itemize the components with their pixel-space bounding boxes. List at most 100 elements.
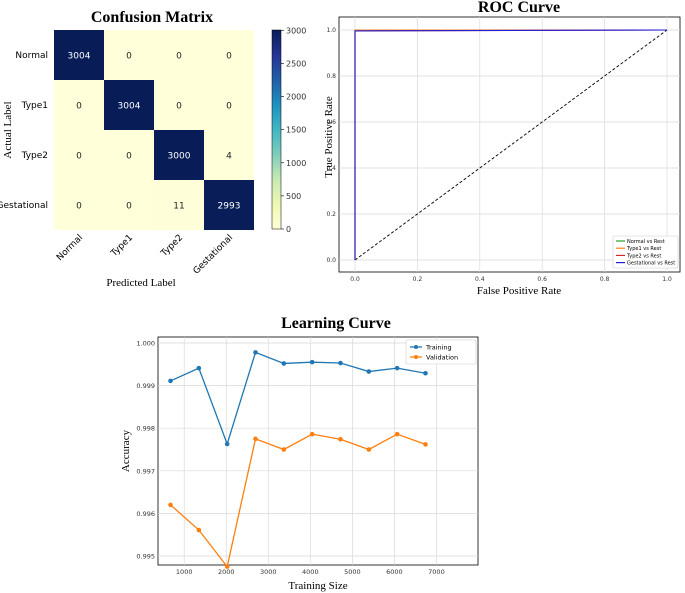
heatmap-cell [154, 80, 204, 130]
learning-series-point [309, 431, 315, 437]
learning-series-line [170, 433, 426, 569]
heatmap-cell-value: 0 [176, 102, 182, 112]
roc-title: ROC Curve [478, 0, 560, 16]
heatmap-cell [204, 180, 254, 230]
roc-x-tick-label: 0.8 [600, 276, 610, 283]
heatmap-cell [54, 180, 104, 230]
learning-legend-label: Training [425, 344, 452, 352]
roc-grid [339, 17, 680, 272]
learning-series-point [253, 436, 258, 442]
roc-x-tick-label: 0.2 [413, 276, 423, 283]
colorbar-tick-label: 0 [286, 225, 291, 234]
roc-xlabel: False Positive Rate [477, 285, 561, 297]
learning-series-line [170, 351, 426, 446]
heatmap-cells: 3004 0 0 0 0 3004 0 0 0 0 3000 4 0 0 11 2993 [54, 30, 254, 230]
roc-series-line [354, 29, 667, 260]
roc-series-line [354, 29, 668, 260]
learning-series-point [423, 442, 428, 447]
roc-y-tick-label: 0.0 [326, 257, 336, 264]
roc-x-tick-label: 0.0 [350, 276, 360, 283]
learning-x-tick-label: 7000 [428, 568, 445, 576]
learning-y-tick-label: 1.000 [136, 340, 155, 348]
learning-legend-box [405, 339, 477, 365]
heatmap-y-tick-label: Gestational [0, 201, 48, 211]
roc-ticks: 0.0 0.2 0.4 0.6 0.8 1.0 0.0 0.2 0.4 0.6 0.8 1.0 [326, 27, 671, 283]
learning-series-point [224, 564, 230, 569]
learning-ticks: 1000 2000 3000 4000 5000 6000 7000 0.995 0.996 0.… [136, 340, 444, 577]
roc-y-tick-label: 0.8 [326, 73, 336, 80]
heatmap-cell-value: 0 [76, 202, 82, 212]
heatmap-cell [204, 130, 254, 180]
heatmap-cell-value: 0 [126, 202, 132, 212]
roc-series-line [354, 29, 667, 260]
heatmap-cell-value: 0 [126, 52, 132, 62]
learning-series-point [394, 431, 400, 437]
heatmap-cell-value: 0 [126, 152, 132, 162]
learning-curve-title: Learning Curve [281, 315, 391, 332]
roc-legend-label: Gestational vs Rest [627, 261, 675, 267]
learning-y-tick-label: 0.997 [136, 467, 155, 475]
roc-plot-frame [338, 16, 681, 273]
learning-x-tick-label: 6000 [386, 568, 403, 576]
learning-series-point [366, 369, 372, 374]
learning-grid [158, 337, 478, 565]
learning-y-tick-label: 0.999 [136, 382, 155, 390]
learning-series-point [423, 370, 428, 376]
heatmap-cell-value: 3000 [168, 152, 191, 162]
roc-legend-label: Normal vs Rest [627, 239, 665, 245]
heatmap-cell [104, 130, 154, 180]
learning-series-point [281, 447, 287, 452]
heatmap-cell-value: 4 [226, 152, 232, 162]
learning-series-point [394, 365, 400, 371]
learning-series-point [253, 350, 258, 355]
learning-legend-label: Validation [426, 354, 458, 362]
learning-x-tick-label: 1000 [176, 568, 193, 576]
colorbar-tick-label: 500 [286, 192, 301, 201]
heatmap-cell-value: 11 [173, 202, 184, 212]
learning-y-tick-label: 0.996 [136, 510, 155, 518]
heatmap-cell-value: 0 [76, 102, 82, 112]
learning-x-tick-label: 4000 [302, 568, 319, 576]
learning-series-point [366, 447, 372, 452]
learning-x-tick-label: 3000 [260, 568, 277, 576]
heatmap-x-tick-label: Gestational [192, 233, 235, 276]
learning-y-tick-label: 0.995 [136, 553, 155, 561]
roc-lines [354, 29, 668, 261]
roc-ylabel: True Positive Rate [323, 96, 335, 178]
heatmap-cell [54, 30, 104, 80]
roc-series-line [354, 29, 668, 260]
learning-series-point [196, 365, 202, 371]
roc-x-tick-label: 1.0 [662, 276, 672, 283]
heatmap-x-tick-label: Type1 [109, 233, 135, 259]
learning-plot-frame [157, 336, 479, 566]
heatmap-x-tick-labels: Normal Type1 Type2 Gestational [55, 233, 235, 276]
learning-series-point [196, 527, 202, 533]
learning-curve-panel: Learning Curve 1000 2000 3000 4000 5000 6000 7… [120, 315, 479, 592]
learning-series-point [168, 502, 173, 508]
heatmap-cell [154, 180, 204, 230]
roc-y-tick-label: 0.6 [326, 119, 336, 126]
heatmap-cell [204, 80, 254, 130]
heatmap-x-tick-label: Normal [55, 233, 85, 263]
confusion-matrix-title: Confusion Matrix [91, 9, 213, 26]
learning-legend: Training Validation [405, 339, 477, 365]
colorbar-tick-label: 1000 [286, 159, 306, 168]
learning-xlabel: Training Size [288, 580, 347, 592]
heatmap-y-tick-label: Type1 [21, 101, 48, 111]
learning-x-tick-label: 5000 [344, 568, 361, 576]
roc-x-tick-label: 0.4 [475, 276, 485, 283]
learning-series-point [338, 360, 343, 366]
heatmap-cell-value: 0 [76, 152, 82, 162]
heatmap-cell [154, 30, 204, 80]
learning-series-point [338, 436, 343, 442]
learning-series-point [224, 441, 230, 447]
roc-y-tick-label: 1.0 [326, 27, 336, 34]
colorbar-tick-label: 1500 [286, 126, 306, 135]
heatmap-cell [154, 130, 204, 180]
colorbar-tick-label: 2000 [286, 93, 306, 102]
confusion-matrix-ylabel: Actual Label [2, 101, 14, 158]
learning-ylabel: Accuracy [120, 429, 132, 472]
learning-series-point [309, 359, 315, 365]
